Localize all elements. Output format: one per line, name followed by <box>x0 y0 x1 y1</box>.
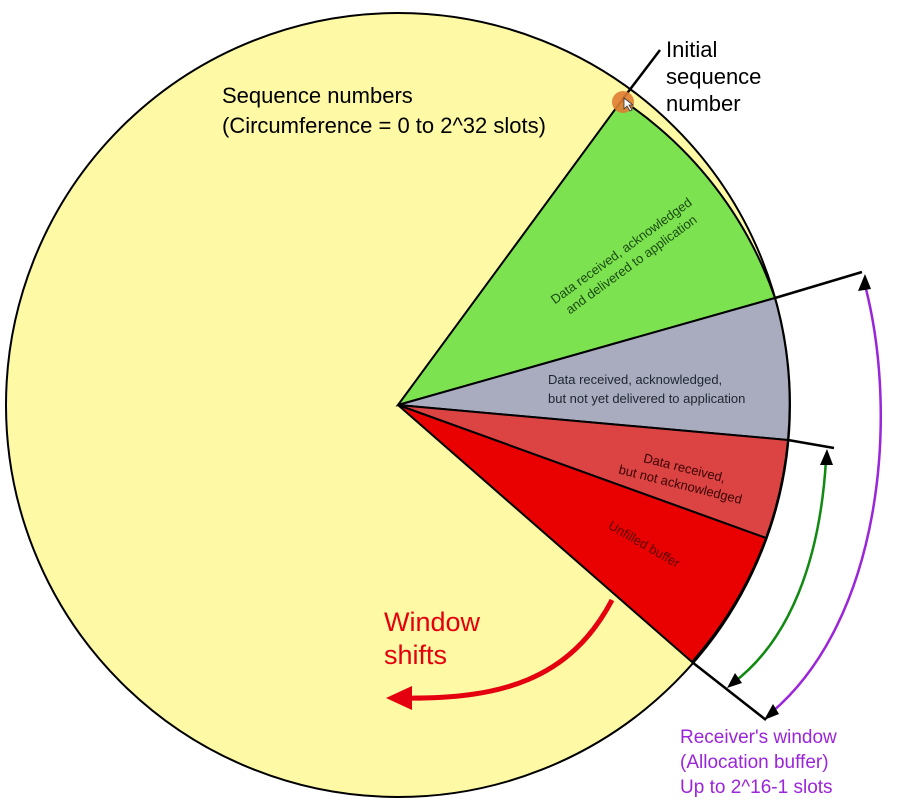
ack-boundary-line <box>787 438 835 450</box>
circumference-label: (Circumference = 0 to 2^32 slots) <box>222 113 546 138</box>
cursor-icon <box>623 97 635 112</box>
initial-seq-label-1: Initial <box>666 37 717 62</box>
window-shifts-label-2: shifts <box>384 640 447 670</box>
receiver-arc-arrowhead-bottom <box>764 704 779 720</box>
window-start-line <box>774 270 863 300</box>
initial-seq-label-3: number <box>666 91 741 116</box>
receiver-window-label-3: Up to 2^16-1 slots <box>680 777 833 798</box>
sequence-numbers-title: Sequence numbers <box>222 83 413 108</box>
receiver-window-arc <box>771 284 882 713</box>
sector-delivered <box>395 98 777 407</box>
green-arc-arrowhead-bottom <box>727 673 742 688</box>
sector-gray-label-2: but not yet delivered to application <box>548 391 745 406</box>
unacked-window-arc <box>732 459 828 684</box>
green-arc-arrowhead-top <box>820 449 833 465</box>
window-shifts-label-1: Window <box>384 607 481 637</box>
receiver-window-label-1: Receiver's window <box>680 727 837 748</box>
sector-gray-label-1: Data received, acknowledged, <box>548 372 722 387</box>
receiver-arc-arrowhead-top <box>858 274 871 291</box>
sector-not-delivered <box>397 296 791 442</box>
window-shifts-arrow <box>399 598 615 701</box>
receiver-window-label-2: (Allocation buffer) <box>680 752 829 773</box>
initial-seq-label-2: sequence <box>666 64 761 89</box>
window-end-line <box>691 661 767 721</box>
initial-seq-pointer <box>621 49 661 101</box>
sector-unfilled-buffer <box>397 404 768 664</box>
window-shifts-arrowhead <box>386 686 412 710</box>
